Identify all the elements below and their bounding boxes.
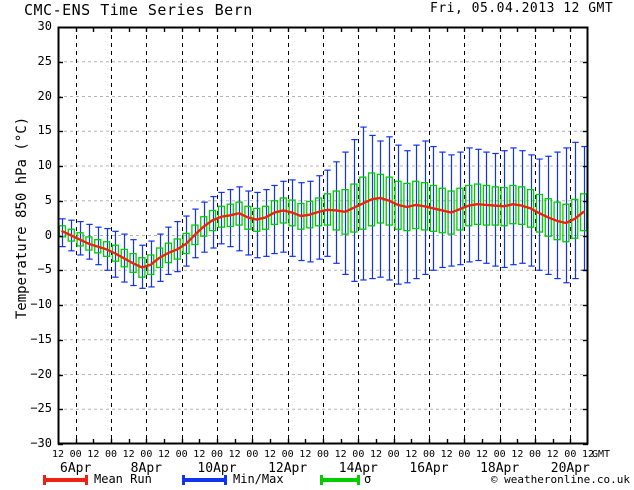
minmax-legend-swatch: [182, 478, 227, 482]
x-tick-time-label: 12: [157, 449, 171, 460]
y-tick-label: 0: [44, 227, 52, 242]
mean-legend-label: Mean Run: [94, 472, 152, 486]
x-tick-time-label: 00: [387, 449, 400, 460]
y-tick-label: −20: [30, 366, 52, 381]
x-tick-time-label: 00: [493, 449, 506, 460]
x-axis-day-label: 10Apr: [197, 461, 237, 476]
chart-date-label: Fri, 05.04.2013 12 GMT: [430, 1, 614, 16]
x-tick-time-label: 12: [87, 449, 100, 460]
x-tick-time-label: 12: [193, 449, 206, 460]
x-axis-day-label: 16Apr: [409, 461, 449, 476]
x-axis-gmt-label: GMT: [592, 449, 611, 460]
x-tick-time-label: 12: [405, 449, 418, 460]
mean-legend-cap-right: [85, 475, 88, 485]
x-tick-time-label: 12: [581, 449, 595, 460]
x-tick-time-label: 00: [458, 449, 471, 460]
y-tick-label: 20: [37, 88, 52, 103]
sigma-legend-cap-right: [357, 475, 360, 485]
x-axis-day-label: 18Apr: [480, 461, 520, 476]
y-tick-label: 30: [37, 19, 52, 33]
copyright-icon: ©: [490, 473, 498, 486]
x-tick-time-label: 00: [422, 449, 436, 460]
page-title: CMC-ENS Time Series Bern: [24, 1, 253, 19]
grid-lines: [58, 27, 588, 444]
x-tick-time-label: 00: [175, 449, 188, 460]
x-tick-time-label: 12: [299, 449, 312, 460]
y-tick-label: −10: [30, 297, 52, 311]
x-axis-day-label: 8Apr: [130, 461, 162, 476]
minmax-legend-label: Min/Max: [233, 472, 284, 486]
y-tick-label: 10: [37, 158, 52, 172]
x-axis-day-label: 14Apr: [338, 461, 378, 476]
x-tick-time-label: 00: [140, 449, 153, 460]
y-tick-label: 5: [44, 192, 52, 207]
sigma-legend-label: σ: [364, 472, 372, 486]
watermark-credit: © weatheronline.co.uk: [491, 473, 630, 486]
chart-legend: Mean Run Min/Max σ © weatheronline.co.uk: [0, 470, 634, 490]
x-axis-day-label: 20Apr: [550, 461, 590, 476]
x-tick-time-label: 00: [352, 449, 365, 460]
y-tick-label: −30: [30, 436, 52, 450]
x-tick-time-label: 00: [69, 449, 82, 460]
x-tick-time-label: 00: [281, 449, 294, 460]
y-tick-label: −15: [30, 331, 52, 346]
x-tick-time-label: 12: [511, 449, 524, 460]
x-axis-day-label: 12Apr: [268, 461, 308, 476]
y-tick-label: −5: [37, 262, 52, 277]
y-tick-label: 15: [37, 123, 52, 138]
x-tick-time-label: 12: [263, 449, 277, 460]
x-tick-time-label: 12: [228, 449, 241, 460]
x-tick-time-label: 12: [546, 449, 559, 460]
x-tick-time-label: 12: [122, 449, 135, 460]
axis-ticks: [57, 26, 588, 446]
sigma-legend-swatch: [320, 478, 360, 482]
x-tick-time-label: 00: [564, 449, 577, 460]
x-tick-time-label: 00: [246, 449, 259, 460]
mean-run-line: [61, 196, 585, 269]
minmax-legend-cap-right: [224, 475, 227, 485]
x-axis-day-label: 6Apr: [60, 461, 92, 476]
y-tick-label: −25: [30, 401, 52, 416]
y-tick-label: 25: [37, 53, 52, 68]
x-tick-time-label: 12: [440, 449, 453, 460]
x-tick-time-label: 00: [528, 449, 542, 460]
x-tick-time-label: 00: [104, 449, 118, 460]
x-tick-time-label: 00: [316, 449, 330, 460]
x-tick-time-label: 12: [334, 449, 347, 460]
x-tick-time-label: 12: [369, 449, 383, 460]
x-tick-time-label: 12: [51, 449, 65, 460]
credit-text: weatheronline.co.uk: [504, 473, 630, 486]
mean-legend-swatch: [43, 478, 88, 482]
x-tick-time-label: 00: [210, 449, 224, 460]
x-tick-time-label: 12: [475, 449, 489, 460]
